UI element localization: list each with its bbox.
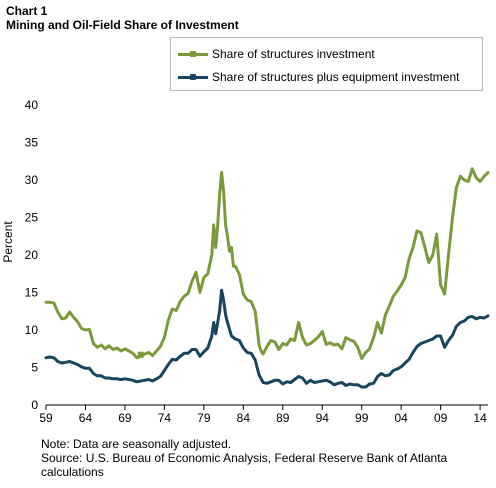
x-tick-label: 84 xyxy=(237,411,251,425)
x-tick-label: 09 xyxy=(434,411,448,425)
x-tick-label: 94 xyxy=(316,411,330,425)
y-tick-label: 20 xyxy=(25,248,39,262)
y-tick-label: 5 xyxy=(31,361,38,375)
legend-swatch-structures xyxy=(178,50,208,57)
x-tick-label: 04 xyxy=(394,411,408,425)
chart-number: Chart 1 xyxy=(6,4,48,18)
x-tick-label: 14 xyxy=(473,411,487,425)
x-tick-label: 79 xyxy=(197,411,211,425)
series-line-structures-equipment xyxy=(44,288,490,389)
x-tick-label: 99 xyxy=(355,411,369,425)
y-tick-label: 0 xyxy=(31,398,38,412)
series-line-structures xyxy=(44,167,490,360)
legend-item-structures: Share of structures investment xyxy=(171,46,375,62)
chart-axes: 0 5 10 15 20 25 30 35 40 59 64 69 74 79 84 89 94 99 04 09 14 xyxy=(25,98,488,425)
series-marker xyxy=(137,351,144,358)
source-text-continued: calculations xyxy=(41,465,104,479)
legend-label-structures-equipment: Share of structures plus equipment inves… xyxy=(212,70,460,84)
legend-label-structures: Share of structures investment xyxy=(212,47,375,61)
note-text: Note: Data are seasonally adjusted. xyxy=(41,437,232,451)
legend-swatch-structures-equipment xyxy=(178,73,208,80)
x-tick-label: 89 xyxy=(276,411,290,425)
legend-item-structures-equipment: Share of structures plus equipment inves… xyxy=(171,69,459,85)
y-tick-label: 30 xyxy=(25,173,39,187)
x-tick-label: 69 xyxy=(118,411,132,425)
source-text: Source: U.S. Bureau of Economic Analysis… xyxy=(41,451,448,465)
y-tick-label: 25 xyxy=(25,211,39,225)
x-tick-label: 64 xyxy=(79,411,93,425)
y-axis-label: Percent xyxy=(1,221,15,263)
y-tick-label: 35 xyxy=(25,136,39,150)
chart-legend: Share of structures investment Share of … xyxy=(170,37,483,91)
x-tick-label: 59 xyxy=(39,411,53,425)
chart-title-block: Chart 1 Mining and Oil-Field Share of In… xyxy=(6,4,239,32)
chart-series-layer xyxy=(44,167,490,389)
y-tick-label: 15 xyxy=(25,286,39,300)
chart-title: Mining and Oil-Field Share of Investment xyxy=(6,18,239,32)
chart-notes: Note: Data are seasonally adjusted. Sour… xyxy=(41,437,491,479)
x-tick-label: 74 xyxy=(158,411,172,425)
y-tick-label: 10 xyxy=(25,323,39,337)
y-tick-label: 40 xyxy=(25,98,39,112)
